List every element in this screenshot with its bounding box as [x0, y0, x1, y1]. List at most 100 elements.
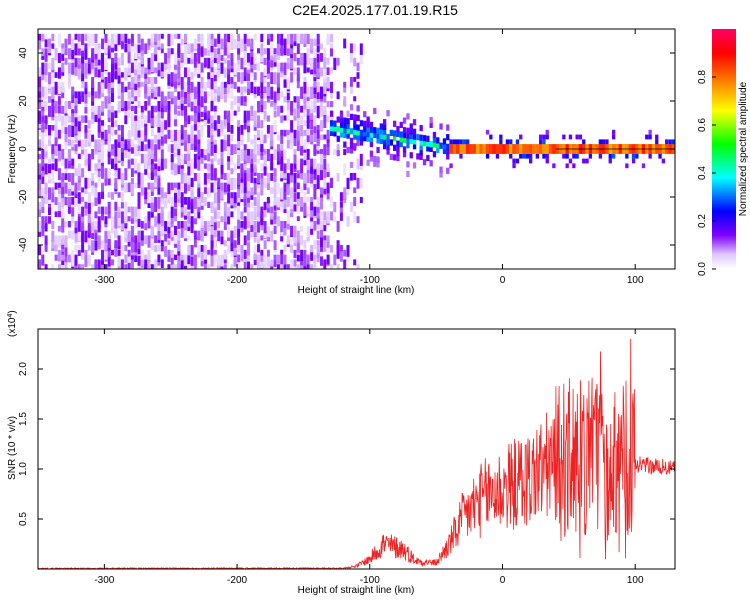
heatmap-cell [213, 206, 217, 219]
heatmap-cell [97, 168, 101, 178]
heatmap-cell [389, 153, 393, 160]
heatmap-cell [167, 264, 171, 269]
heatmap-cell [177, 259, 181, 269]
heatmap-cell [306, 33, 310, 45]
heatmap-cell [343, 38, 347, 49]
heatmap-cell [67, 33, 71, 45]
heatmap-cell [276, 182, 280, 195]
heatmap-cell [127, 139, 131, 149]
heatmap-cell [313, 144, 317, 156]
heatmap-cell [213, 177, 217, 185]
heatmap-cell [280, 254, 284, 265]
heatmap-cell [210, 57, 214, 68]
heatmap-cell [276, 86, 280, 94]
heatmap-cell [87, 245, 91, 251]
y-tick-label: 1.5 [18, 412, 29, 426]
heatmap-cell [293, 240, 297, 247]
heatmap-cell [137, 53, 141, 60]
heatmap-cell [41, 86, 45, 97]
heatmap-cell [184, 221, 187, 231]
heatmap-cell [157, 62, 161, 71]
heatmap-cell [257, 240, 260, 253]
heatmap-cell [61, 206, 65, 219]
heatmap-cell [117, 235, 121, 247]
heatmap-cell [313, 240, 317, 250]
heatmap-cell [41, 53, 45, 60]
heatmap-cell [184, 139, 187, 152]
heatmap-cell [263, 110, 267, 120]
heatmap-cell [38, 163, 41, 175]
heatmap-cell [111, 33, 114, 45]
heatmap-cell [303, 249, 307, 259]
heatmap-cell [84, 230, 88, 243]
heatmap-cell [124, 33, 128, 43]
heatmap-cell [190, 72, 194, 80]
heatmap-cell [91, 77, 95, 88]
heatmap-cell [253, 72, 257, 81]
heatmap-cell [296, 125, 300, 132]
heatmap-cell [253, 206, 257, 216]
heatmap-cell [127, 91, 131, 100]
heatmap-cell [200, 249, 204, 262]
heatmap-cell [124, 245, 128, 252]
heatmap-cell [91, 201, 95, 207]
heatmap-cell [419, 139, 423, 146]
heatmap-cell [363, 135, 367, 142]
heatmap-cell [419, 125, 423, 132]
heatmap-cell [157, 129, 161, 140]
heatmap-cell [276, 254, 280, 264]
heatmap-cell [147, 173, 151, 179]
heatmap-cell [253, 86, 257, 95]
heatmap-cell [97, 259, 101, 269]
heatmap-cell [137, 254, 141, 266]
heatmap-cell [446, 153, 450, 160]
heatmap-cell [134, 72, 138, 84]
heatmap-cell [250, 216, 254, 225]
heatmap-cell [243, 173, 247, 184]
heatmap-cell [230, 110, 234, 122]
heatmap-cell [323, 115, 327, 122]
heatmap-cell [81, 249, 85, 260]
heatmap-cell [266, 48, 270, 60]
heatmap-cell [383, 143, 387, 150]
heatmap-cell [94, 163, 98, 171]
heatmap-cell [177, 163, 181, 175]
heatmap-cell [71, 163, 75, 169]
heatmap-cell [170, 72, 174, 84]
heatmap-cell [140, 249, 144, 260]
heatmap-cell [193, 110, 197, 116]
heatmap-cell [293, 158, 297, 169]
heatmap-cell [247, 129, 250, 143]
heatmap-cell [412, 133, 417, 140]
heatmap-cell [147, 139, 151, 149]
heatmap-cell [38, 153, 41, 160]
heatmap-cell [296, 182, 300, 190]
heatmap-cell [94, 33, 98, 43]
heatmap-cell [210, 72, 214, 78]
heatmap-cell [54, 48, 58, 61]
heatmap-cell [44, 144, 48, 152]
spectrogram-x-label: Height of straight line (km) [298, 285, 415, 296]
heatmap-cell [293, 259, 297, 267]
heatmap-cell [111, 149, 114, 156]
heatmap-cell [77, 168, 81, 176]
heatmap-cell [127, 38, 131, 44]
heatmap-cell [197, 96, 201, 106]
heatmap-cell [240, 129, 244, 141]
heatmap-cell [306, 197, 310, 202]
heatmap-cell [154, 168, 158, 177]
heatmap-cell [247, 249, 250, 262]
heatmap-cell [243, 216, 247, 229]
heatmap-cell [51, 168, 55, 179]
heatmap-cell [313, 259, 317, 268]
heatmap-cell [124, 86, 128, 93]
heatmap-cell [160, 211, 164, 224]
heatmap-cell [97, 129, 101, 138]
heatmap-cell [213, 129, 217, 137]
heatmap-cell [177, 139, 181, 149]
heatmap-cell [303, 81, 307, 94]
y-tick-label: 1.0 [18, 462, 29, 476]
heatmap-cell [94, 43, 98, 54]
colorbar-label: Normalized spectral amplitude [738, 81, 749, 216]
heatmap-cell [167, 240, 171, 246]
